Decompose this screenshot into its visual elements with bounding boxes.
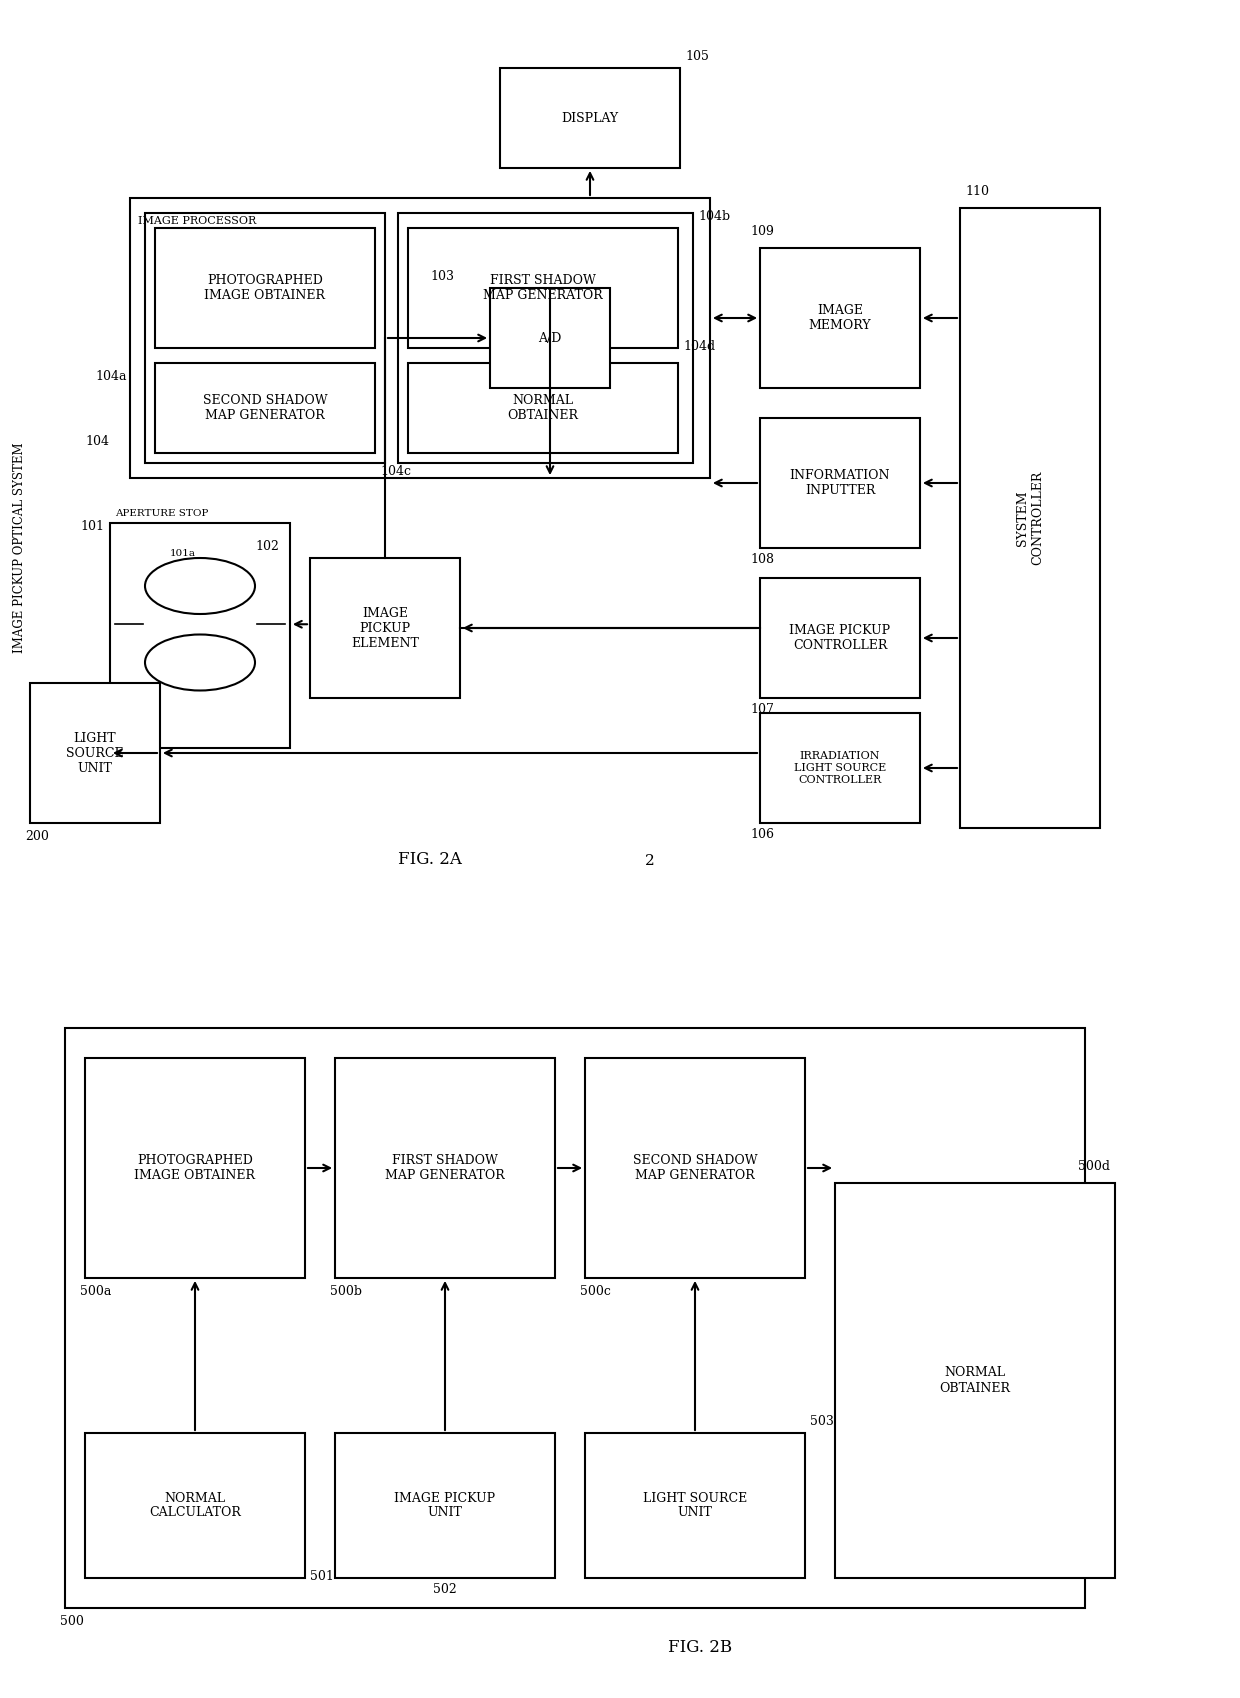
Text: 108: 108 (750, 554, 774, 565)
Text: FIRST SHADOW
MAP GENERATOR: FIRST SHADOW MAP GENERATOR (386, 1155, 505, 1182)
Text: FIG. 2B: FIG. 2B (668, 1639, 732, 1656)
Text: APERTURE STOP: APERTURE STOP (115, 509, 208, 518)
Text: IRRADIATION
LIGHT SOURCE
CONTROLLER: IRRADIATION LIGHT SOURCE CONTROLLER (794, 752, 887, 784)
Text: 502: 502 (433, 1583, 456, 1596)
Text: SECOND SHADOW
MAP GENERATOR: SECOND SHADOW MAP GENERATOR (202, 394, 327, 423)
Text: 103: 103 (430, 270, 454, 284)
Bar (335, 1433, 556, 1577)
Text: FIG. 2A: FIG. 2A (398, 851, 463, 868)
Bar (760, 713, 920, 824)
Bar (500, 68, 680, 168)
Bar (408, 228, 678, 348)
Text: INFORMATION
INPUTTER: INFORMATION INPUTTER (790, 469, 890, 498)
Text: 107: 107 (750, 703, 774, 717)
Bar (335, 1058, 556, 1279)
Bar (155, 363, 374, 453)
Text: 104: 104 (86, 435, 109, 448)
Text: IMAGE PICKUP
CONTROLLER: IMAGE PICKUP CONTROLLER (790, 623, 890, 652)
Text: 101: 101 (81, 520, 104, 533)
Bar (585, 1433, 805, 1577)
Text: SECOND SHADOW
MAP GENERATOR: SECOND SHADOW MAP GENERATOR (632, 1155, 758, 1182)
Text: 200: 200 (25, 830, 48, 842)
Text: LIGHT
SOURCE
UNIT: LIGHT SOURCE UNIT (66, 732, 124, 774)
Bar (130, 199, 711, 479)
Bar (760, 418, 920, 548)
Text: 104d: 104d (683, 340, 715, 353)
Text: 102: 102 (255, 540, 279, 554)
Text: 500: 500 (60, 1615, 84, 1628)
Text: PHOTOGRAPHED
IMAGE OBTAINER: PHOTOGRAPHED IMAGE OBTAINER (134, 1155, 255, 1182)
Text: PHOTOGRAPHED
IMAGE OBTAINER: PHOTOGRAPHED IMAGE OBTAINER (205, 273, 325, 302)
Text: 501: 501 (310, 1571, 334, 1583)
Text: 500b: 500b (330, 1285, 362, 1297)
Bar (960, 207, 1100, 829)
Text: IMAGE
PICKUP
ELEMENT: IMAGE PICKUP ELEMENT (351, 606, 419, 650)
Text: 503: 503 (810, 1414, 833, 1428)
Bar (155, 228, 374, 348)
Text: IMAGE PICKUP
UNIT: IMAGE PICKUP UNIT (394, 1491, 496, 1520)
Text: 101a: 101a (170, 548, 196, 559)
Text: IMAGE PROCESSOR: IMAGE PROCESSOR (138, 216, 257, 226)
Bar (86, 1058, 305, 1279)
Bar (145, 212, 384, 464)
Text: 110: 110 (965, 185, 990, 199)
Bar (110, 523, 290, 749)
Text: NORMAL
OBTAINER: NORMAL OBTAINER (940, 1367, 1011, 1394)
Text: 2: 2 (645, 854, 655, 868)
Text: FIRST SHADOW
MAP GENERATOR: FIRST SHADOW MAP GENERATOR (484, 273, 603, 302)
Text: 104a: 104a (95, 370, 126, 384)
Bar (408, 363, 678, 453)
Text: 104b: 104b (698, 211, 730, 222)
Bar (760, 577, 920, 698)
Bar (760, 248, 920, 389)
Text: 105: 105 (684, 49, 709, 63)
Text: 500d: 500d (1078, 1160, 1110, 1173)
Text: A/D: A/D (538, 331, 562, 345)
Text: 500c: 500c (580, 1285, 611, 1297)
Text: 104c: 104c (379, 465, 410, 479)
Text: IMAGE
MEMORY: IMAGE MEMORY (808, 304, 872, 333)
Text: NORMAL
CALCULATOR: NORMAL CALCULATOR (149, 1491, 241, 1520)
Bar (30, 683, 160, 824)
Text: LIGHT SOURCE
UNIT: LIGHT SOURCE UNIT (642, 1491, 748, 1520)
Text: SYSTEM
CONTROLLER: SYSTEM CONTROLLER (1016, 470, 1044, 565)
Text: DISPLAY: DISPLAY (562, 112, 619, 124)
Bar (490, 289, 610, 389)
Text: IMAGE PICKUP OPTICAL SYSTEM: IMAGE PICKUP OPTICAL SYSTEM (14, 443, 26, 654)
Text: NORMAL
OBTAINER: NORMAL OBTAINER (507, 394, 579, 423)
Text: 500a: 500a (81, 1285, 112, 1297)
Bar (86, 1433, 305, 1577)
Bar (310, 559, 460, 698)
Bar (398, 212, 693, 464)
Bar (585, 1058, 805, 1279)
Text: 106: 106 (750, 829, 774, 841)
Text: 109: 109 (750, 226, 774, 238)
Bar (64, 1027, 1085, 1608)
Bar (835, 1184, 1115, 1577)
